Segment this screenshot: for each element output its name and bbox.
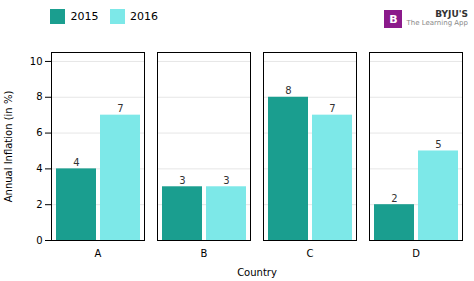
svg-text:3: 3 [179,175,185,186]
svg-text:D: D [412,248,420,259]
svg-text:7: 7 [329,103,335,114]
svg-text:2: 2 [36,199,42,210]
svg-text:2: 2 [391,193,397,204]
svg-text:8: 8 [36,91,42,102]
svg-text:4: 4 [36,163,42,174]
html-text:2016: 2016 [130,9,158,23]
html-text:2015: 2015 [70,9,99,23]
svg-text:0: 0 [36,235,42,246]
svg-text:6: 6 [36,127,42,138]
html-text:The Learning App: The Learning App [406,19,468,28]
svg-text:10: 10 [30,56,43,67]
html-text:B: B [389,12,398,26]
svg-text:B: B [201,248,208,259]
svg-text:A: A [95,248,102,259]
svg-text:3: 3 [223,175,229,186]
svg-text:8: 8 [285,85,291,96]
svg-text:C: C [307,248,314,259]
svg-text:Country: Country [237,267,277,278]
svg-text:4: 4 [73,157,79,168]
html-text:BYJU'S: BYJU'S [435,9,468,20]
svg-text:5: 5 [435,139,441,150]
svg-text:7: 7 [117,103,123,114]
svg-text:Annual Inflation (in %): Annual Inflation (in %) [3,91,14,203]
